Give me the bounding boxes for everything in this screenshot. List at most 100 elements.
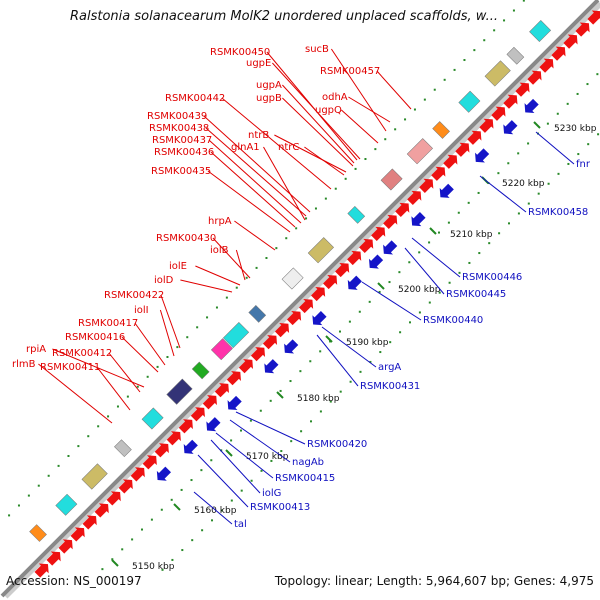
- reverse-gene-label: fnr: [576, 159, 591, 170]
- reverse-label-leader: [411, 237, 461, 278]
- forward-gene-arrow: [70, 527, 85, 542]
- forward-gene-label: ugpB: [256, 93, 282, 104]
- forward-label-leader: [96, 366, 131, 411]
- forward-label-leader: [274, 134, 347, 173]
- reverse-gene-arrow: [475, 148, 490, 163]
- forward-gene-label: RSMK00417: [78, 318, 138, 329]
- guide-dot: [418, 311, 421, 314]
- feature-box: [484, 60, 511, 87]
- reverse-gene-arrow: [284, 339, 299, 354]
- guide-dot: [344, 177, 347, 180]
- forward-gene-arrow: [118, 479, 133, 494]
- guide-dot: [428, 241, 431, 244]
- guide-dot: [141, 528, 144, 531]
- forward-gene-arrow: [503, 94, 518, 109]
- dotted-guide-lines: [8, 0, 600, 571]
- guide-dot: [220, 509, 223, 512]
- scale-tick-label: 5220 kbp: [502, 179, 545, 189]
- guide-dot: [457, 211, 460, 214]
- guide-dot: [235, 286, 238, 289]
- feature-box: [210, 338, 233, 361]
- forward-gene-arrow: [178, 419, 193, 434]
- scale-tick-label: 5210 kbp: [450, 230, 493, 240]
- reverse-label-leader: [193, 491, 233, 525]
- forward-gene-arrow: [250, 347, 266, 362]
- scale-tick-label: 5150 kbp: [132, 562, 175, 572]
- forward-label-leader: [159, 309, 175, 357]
- forward-label-leader: [304, 146, 345, 176]
- forward-gene-arrow: [587, 10, 600, 25]
- guide-dot: [107, 415, 110, 418]
- forward-label-leader: [108, 352, 141, 393]
- reverse-gene-label: RSMK00431: [360, 381, 420, 392]
- guide-dot: [190, 479, 193, 482]
- forward-gene-label: iolD: [154, 275, 174, 286]
- feature-box: [248, 305, 267, 323]
- forward-gene-label: sucB: [305, 44, 329, 55]
- forward-gene-arrow: [431, 166, 446, 181]
- guide-dot: [468, 261, 471, 264]
- guide-dot: [566, 102, 569, 105]
- forward-gene-label: glnA1: [231, 142, 260, 153]
- feature-box: [114, 439, 132, 458]
- forward-gene-arrow: [563, 34, 578, 49]
- guide-dot: [206, 316, 209, 319]
- forward-gene-label: rpiA: [26, 344, 46, 355]
- guide-dot: [260, 469, 263, 472]
- guide-dot: [111, 558, 114, 561]
- reverse-label-leader: [535, 131, 575, 165]
- scale-tick-label: 5180 kbp: [297, 394, 340, 404]
- guide-dot: [503, 19, 506, 22]
- guide-dot: [399, 331, 402, 334]
- accession-label: Accession: NS_000197: [6, 574, 142, 588]
- forward-label-leader: [341, 109, 379, 144]
- guide-dot: [378, 290, 381, 293]
- forward-gene-arrow: [395, 202, 410, 217]
- forward-gene-label: RSMK00436: [154, 147, 214, 158]
- forward-gene-arrow: [82, 515, 97, 530]
- forward-gene-label: rlmB: [12, 359, 36, 370]
- guide-dot: [369, 360, 372, 363]
- guide-dot: [596, 73, 599, 76]
- topology-label: Topology: linear; Length: 5,964,607 bp; …: [274, 574, 594, 588]
- guide-dot: [275, 247, 278, 250]
- guide-dot: [517, 212, 520, 215]
- guide-dot: [166, 355, 169, 358]
- guide-dot: [201, 529, 204, 532]
- guide-dot: [116, 405, 119, 408]
- guide-dot: [67, 454, 70, 457]
- forward-gene-arrow: [383, 214, 398, 230]
- reverse-gene-arrow: [264, 359, 279, 374]
- forward-gene-arrow: [527, 70, 542, 85]
- forward-gene-label: iolI: [134, 305, 149, 316]
- reverse-gene-label: iolG: [262, 488, 281, 499]
- guide-dot: [354, 167, 357, 170]
- guide-dot: [527, 142, 530, 145]
- forward-label-leader: [263, 146, 306, 221]
- guide-dot: [587, 143, 590, 146]
- guide-dot: [300, 430, 303, 433]
- forward-gene-arrow: [371, 226, 386, 242]
- guide-dot: [497, 172, 500, 175]
- guide-dot: [57, 464, 60, 467]
- scale-tick-label: 5160 kbp: [194, 506, 237, 516]
- guide-dot: [146, 375, 149, 378]
- guide-dot: [364, 158, 367, 161]
- guide-dot: [443, 78, 446, 81]
- reverse-gene-arrow: [183, 439, 198, 454]
- reverse-label-leader: [197, 454, 249, 508]
- forward-label-leader: [203, 115, 311, 213]
- guide-dot: [150, 518, 153, 521]
- guide-dot: [477, 191, 480, 194]
- guide-dot: [126, 395, 129, 398]
- reverse-gene-arrow: [411, 212, 426, 227]
- feature-box: [406, 138, 433, 165]
- forward-gene-labels: RSMK00450 sucB ugpE RSMK00457 ugpA odhA RSMK00…: [12, 44, 412, 424]
- forward-gene-label: RSMK00437: [152, 135, 212, 146]
- guide-dot: [230, 439, 233, 442]
- guide-dot: [136, 385, 139, 388]
- forward-label-leader: [282, 97, 354, 167]
- guide-dot: [408, 261, 411, 264]
